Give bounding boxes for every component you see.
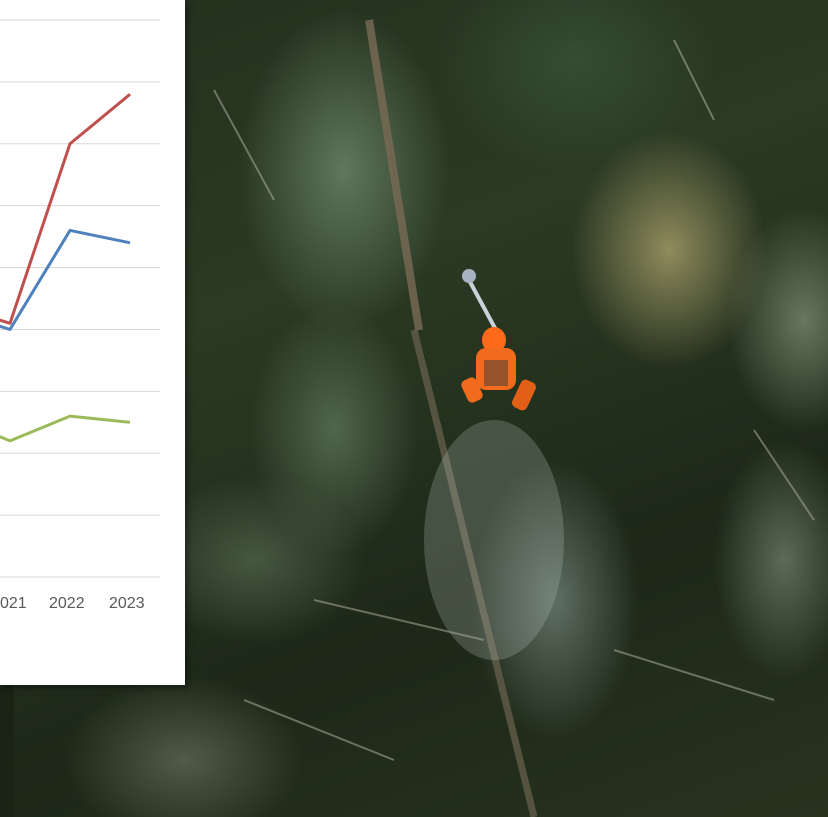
series-line-3 xyxy=(0,414,131,443)
line-chart-panel: 021 2022 2023 xyxy=(0,0,185,685)
gridlines xyxy=(0,19,160,578)
line-chart: 021 2022 2023 xyxy=(0,19,160,612)
series-line-1 xyxy=(0,93,131,325)
x-tick-label: 2023 xyxy=(109,595,145,612)
x-tick-label: 021 xyxy=(0,595,27,612)
forest-illustration xyxy=(213,19,815,817)
worker-figure xyxy=(461,269,536,411)
series-line-2 xyxy=(0,228,131,331)
x-tick-labels: 021 2022 2023 xyxy=(0,595,145,612)
series-lines xyxy=(0,93,131,443)
x-tick-label: 2022 xyxy=(49,595,85,612)
